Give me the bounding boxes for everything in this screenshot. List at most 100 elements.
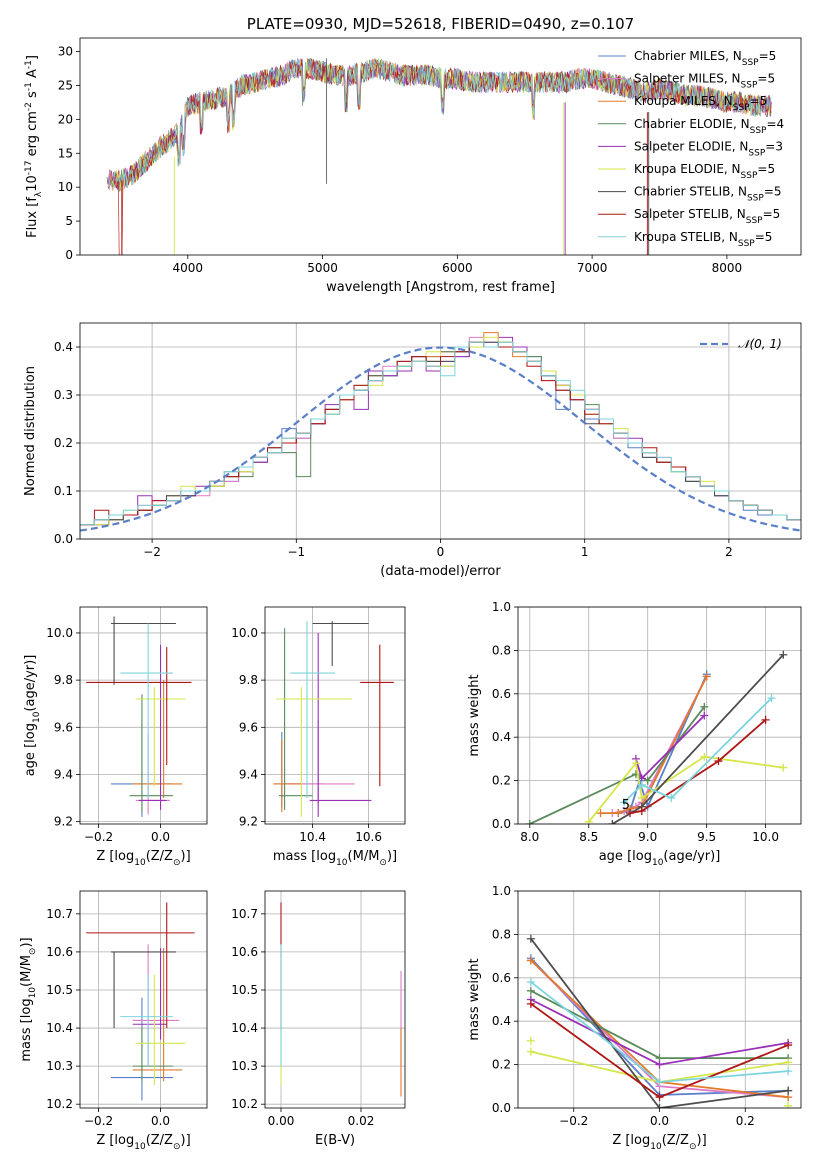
- legend-entry: Salpeter STELIB, NSSP=5: [634, 207, 780, 226]
- plus-marker: [637, 793, 646, 802]
- y-tick-label: 0.1: [54, 484, 73, 498]
- legend-entry: Kroupa MILES, NSSP=5: [634, 94, 767, 113]
- histogram-series: [80, 332, 801, 539]
- y-tick-label: 0.0: [54, 532, 73, 546]
- plus-marker: [596, 809, 605, 818]
- weight-lines: [525, 650, 788, 824]
- y-tick-label: 10.3: [231, 1059, 258, 1073]
- x-tick-label: 4000: [173, 261, 204, 275]
- y-tick-label: 0.3: [54, 388, 73, 402]
- x-axis-label: Z [log10(Z/Z⊙)]: [96, 849, 190, 868]
- x-tick-label: 10.6: [355, 830, 382, 844]
- weight-vs-Z-panel: −0.2 0.0 0.2 0.0 0.2 0.4 0.6 0.8 1.0 Z [log10(Z/Z…: [467, 884, 802, 1152]
- x-tick-label: 5000: [307, 261, 338, 275]
- x-tick-label: 0.0: [151, 830, 170, 844]
- legend-entry: Chabrier ELODIE, NSSP=4: [634, 117, 784, 136]
- grid-lines: [518, 890, 801, 1109]
- mass-vs-Z-panel: −0.2 0.0 10.2 10.3 10.4 10.5 10.6 10.7 Z [log10(…: [19, 890, 208, 1152]
- plus-marker: [655, 1093, 664, 1102]
- plus-marker: [702, 672, 711, 681]
- x-tick-label: 0.02: [348, 1114, 375, 1128]
- plus-marker: [584, 817, 593, 824]
- x-tick-label: 0.2: [736, 1114, 755, 1128]
- y-tick-label: 1.0: [492, 600, 511, 614]
- spectrum-legend: Chabrier MILES, NSSP=5 Salpeter MILES, NS…: [598, 49, 784, 249]
- plus-marker: [626, 809, 635, 818]
- y-tick-label: 5: [65, 214, 73, 228]
- x-axis-label: age [log10(age/yr)]: [599, 849, 721, 868]
- plus-marker: [526, 934, 535, 943]
- x-axis-label: (data-model)/error: [380, 564, 501, 579]
- x-tick-label: 2: [725, 545, 733, 559]
- plus-marker: [525, 820, 534, 824]
- marker-annotation: 5: [622, 798, 630, 813]
- plus-marker: [655, 1104, 664, 1108]
- spectrum-line: [113, 58, 772, 187]
- spectrum-title: PLATE=0930, MJD=52618, FIBERID=0490, z=0…: [247, 15, 634, 33]
- plus-marker: [655, 1077, 664, 1086]
- y-tick-label: 10.5: [231, 983, 258, 997]
- plus-marker: [526, 956, 535, 965]
- y-tick-label: 10.3: [46, 1059, 73, 1073]
- y-tick-label: 10.5: [46, 983, 73, 997]
- legend-entry: 𝒩(0, 1): [738, 337, 782, 351]
- y-tick-label: 9.4: [239, 767, 258, 781]
- y-tick-label: 0.8: [492, 643, 511, 657]
- residuals-legend: 𝒩(0, 1): [700, 337, 782, 351]
- axes-frame: [264, 890, 406, 1109]
- y-tick-label: 10.4: [231, 1021, 258, 1035]
- y-tick-label: 10.6: [231, 945, 258, 959]
- legend-entry: Salpeter MILES, NSSP=5: [634, 72, 775, 91]
- x-axis-label: E(B-V): [315, 1133, 355, 1148]
- spectrum-panel: PLATE=0930, MJD=52618, FIBERID=0490, z=0…: [24, 15, 802, 295]
- plus-marker: [631, 759, 640, 768]
- plus-marker: [526, 1036, 535, 1045]
- x-tick-label: 10.0: [752, 830, 779, 844]
- x-tick-label: −0.2: [559, 1114, 588, 1128]
- age-vs-Z-panel: −0.2 0.0 9.2 9.4 9.6 9.8 10.0 Z [log10(Z/Z⊙)] ag…: [23, 606, 208, 868]
- plus-marker: [767, 694, 776, 703]
- y-tick-label: 10.2: [231, 1097, 258, 1111]
- axes-frame: [79, 890, 208, 1109]
- y-tick-label: 9.6: [54, 720, 73, 734]
- x-axis-label: Z [log10(Z/Z⊙)]: [612, 1133, 706, 1152]
- error-bars: [280, 902, 402, 1097]
- y-tick-label: 0.6: [492, 971, 511, 985]
- x-tick-label: 0.00: [268, 1114, 295, 1128]
- y-tick-label: 0.0: [492, 1101, 511, 1115]
- plus-marker: [614, 809, 623, 818]
- plus-marker: [784, 1067, 793, 1076]
- weight-line: [530, 938, 789, 1108]
- x-axis-label: Z [log10(Z/Z⊙)]: [96, 1133, 190, 1152]
- plus-marker: [637, 780, 646, 789]
- y-tick-label: 0: [65, 248, 73, 262]
- y-tick-label: 10.6: [46, 945, 73, 959]
- y-tick-label: 20: [58, 112, 73, 126]
- grid-lines: [265, 607, 405, 824]
- legend-entry: Kroupa STELIB, NSSP=5: [634, 230, 772, 249]
- x-axis-label: mass [log10(M/M⊙)]: [273, 849, 397, 868]
- grid-lines: [518, 606, 801, 825]
- weight-line: [618, 673, 708, 814]
- axes-frame: [517, 606, 802, 825]
- x-tick-label: 10.4: [299, 830, 326, 844]
- y-axis-label: Normed distribution: [23, 366, 38, 496]
- plus-marker: [714, 757, 723, 766]
- y-tick-label: 10: [58, 180, 73, 194]
- weight-line: [623, 697, 773, 803]
- x-tick-label: 7000: [577, 261, 608, 275]
- y-tick-label: 10.2: [46, 1097, 73, 1111]
- error-bars: [86, 616, 192, 817]
- y-tick-label: 10.0: [231, 626, 258, 640]
- plus-marker: [700, 711, 709, 720]
- plus-marker: [643, 776, 652, 785]
- axes-frame: [264, 606, 406, 825]
- y-tick-label: 0.4: [54, 340, 73, 354]
- y-tick-label: 0.0: [492, 817, 511, 831]
- y-tick-label: 0.2: [492, 1058, 511, 1072]
- y-tick-label: 0.2: [54, 436, 73, 450]
- grid-lines: [80, 323, 801, 540]
- y-tick-label: 9.2: [239, 815, 258, 829]
- y-tick-label: 25: [58, 78, 73, 92]
